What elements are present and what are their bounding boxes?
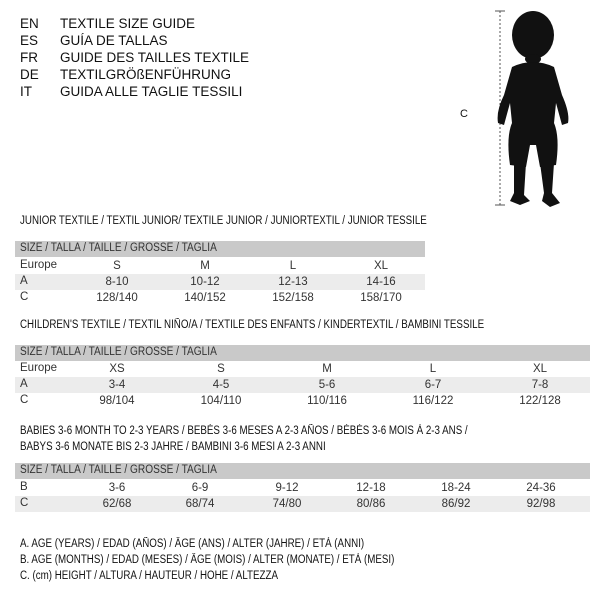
lang-title-fr: GUIDE DES TAILLES TEXTILE — [60, 50, 250, 65]
row-label: C — [20, 497, 29, 509]
table-cell: XL — [373, 260, 389, 272]
table-cell: 104/110 — [200, 395, 242, 407]
row-label: B — [20, 481, 28, 493]
lang-title-it: GUIDA ALLE TAGLIE TESSILI — [60, 84, 243, 99]
table-cell: 92/98 — [526, 498, 556, 510]
lang-title-es: GUÍA DE TALLAS — [60, 33, 168, 48]
table-cell: 122/128 — [519, 395, 561, 407]
row-label: C — [20, 291, 29, 303]
table-cell: 6-7 — [424, 379, 442, 391]
table-cell: L — [289, 260, 297, 272]
table-cell: 3-4 — [108, 379, 126, 391]
table-row: A 3-4 4-5 5-6 6-7 7-8 — [15, 377, 590, 393]
table-row: Europe S M L XL — [15, 258, 425, 274]
table-cell: 86/92 — [441, 498, 471, 510]
table-row: Europe XS S M L XL — [15, 361, 590, 377]
table-cell: 152/158 — [272, 292, 314, 304]
table-cell: 128/140 — [96, 292, 138, 304]
lang-code-it: IT — [20, 84, 32, 99]
babies-section-title-line1: BABIES 3-6 MONTH TO 2-3 YEARS / BEBÉS 3-… — [20, 425, 468, 437]
table-cell: 158/170 — [360, 292, 402, 304]
table-cell: 7-8 — [531, 379, 549, 391]
children-size-header: SIZE / TALLA / TAILLE / GRÖSSE / TAGLIA — [15, 345, 590, 361]
row-label: Europe — [20, 259, 58, 271]
size-header-label: SIZE / TALLA / TAILLE / GRÖSSE / TAGLIA — [20, 464, 217, 476]
legend-c: C. (cm) HEIGHT / ALTURA / HAUTEUR / HÖHE… — [20, 570, 278, 582]
table-cell: 80/86 — [356, 498, 386, 510]
table-cell: 24-36 — [526, 482, 556, 494]
table-row: B 3-6 6-9 9-12 12-18 18-24 24-36 — [15, 480, 590, 496]
table-cell: S — [217, 363, 225, 375]
junior-size-header: SIZE / TALLA / TAILLE / GRÖSSE / TAGLIA — [15, 241, 425, 257]
table-cell: M — [200, 260, 210, 272]
table-cell: M — [322, 363, 332, 375]
row-label: C — [20, 394, 29, 406]
lang-code-de: DE — [20, 67, 39, 82]
table-cell: XS — [109, 363, 125, 375]
lang-code-en: EN — [20, 16, 39, 31]
junior-section-title: JUNIOR TEXTILE / TEXTIL JUNIOR/ TEXTILE … — [20, 215, 427, 227]
legend-b: B. AGE (MONTHS) / EDAD (MESES) / ÂGE (MO… — [20, 554, 395, 566]
table-cell: 12-13 — [278, 276, 308, 288]
table-cell: 18-24 — [441, 482, 471, 494]
children-section-title: CHILDREN'S TEXTILE / TEXTIL NIÑO/A / TEX… — [20, 319, 485, 331]
table-cell: 9-12 — [275, 482, 299, 494]
table-cell: 3-6 — [108, 482, 126, 494]
row-label: Europe — [20, 362, 58, 374]
table-cell: XL — [532, 363, 548, 375]
table-cell: 110/116 — [307, 395, 347, 407]
table-cell: 68/74 — [185, 498, 215, 510]
table-cell: L — [429, 363, 437, 375]
size-header-label: SIZE / TALLA / TAILLE / GRÖSSE / TAGLIA — [20, 242, 217, 254]
table-cell: 8-10 — [105, 276, 129, 288]
table-cell: 12-18 — [356, 482, 386, 494]
table-cell: 14-16 — [366, 276, 396, 288]
lang-code-es: ES — [20, 33, 39, 48]
table-row: C 128/140 140/152 152/158 158/170 — [15, 290, 425, 306]
table-cell: 62/68 — [102, 498, 132, 510]
table-row: C 62/68 68/74 74/80 80/86 86/92 92/98 — [15, 496, 590, 512]
table-cell: 5-6 — [318, 379, 336, 391]
table-row: C 98/104 104/110 110/116 116/122 122/128 — [15, 393, 590, 409]
table-cell: S — [113, 260, 121, 272]
height-label: C — [460, 108, 468, 120]
lang-title-en: TEXTILE SIZE GUIDE — [60, 16, 196, 31]
table-cell: 74/80 — [272, 498, 302, 510]
lang-title-de: TEXTILGRÖßENFÜHRUNG — [60, 67, 232, 82]
row-label: A — [20, 275, 28, 287]
lang-code-fr: FR — [20, 50, 38, 65]
legend-a: A. AGE (YEARS) / EDAD (AÑOS) / ÂGE (ANS)… — [20, 538, 365, 550]
table-row: A 8-10 10-12 12-13 14-16 — [15, 274, 425, 290]
row-label: A — [20, 378, 28, 390]
size-header-label: SIZE / TALLA / TAILLE / GRÖSSE / TAGLIA — [20, 346, 217, 358]
table-cell: 98/104 — [99, 395, 135, 407]
table-cell: 4-5 — [212, 379, 230, 391]
table-cell: 10-12 — [190, 276, 220, 288]
table-cell: 140/152 — [184, 292, 226, 304]
babies-section-title-line2: BABYS 3-6 MONATE BIS 2-3 JAHRE / BAMBINI… — [20, 441, 326, 453]
babies-size-header: SIZE / TALLA / TAILLE / GRÖSSE / TAGLIA — [15, 463, 590, 479]
table-cell: 116/122 — [412, 395, 454, 407]
child-silhouette-icon — [495, 10, 569, 207]
table-cell: 6-9 — [191, 482, 209, 494]
